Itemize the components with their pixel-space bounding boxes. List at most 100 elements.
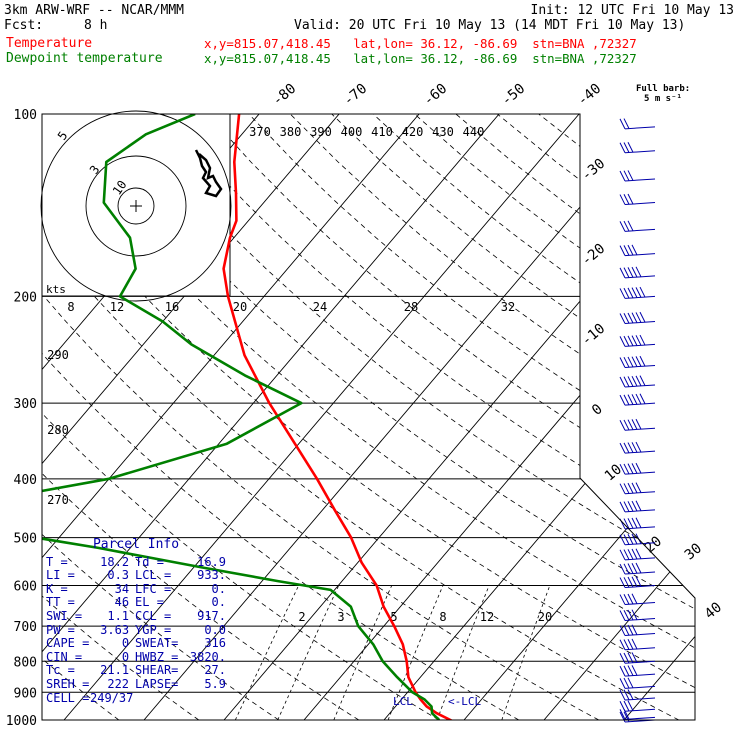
parcel-key: SWEAT= bbox=[135, 636, 179, 651]
wind-barb bbox=[619, 689, 656, 701]
dry-adiabat bbox=[372, 114, 695, 720]
wind-barb bbox=[619, 220, 656, 232]
dry-adiabat bbox=[331, 114, 695, 720]
parcel-key: YGP = bbox=[135, 622, 172, 637]
init-time: Init: 12 UTC Fri 10 May 13 bbox=[530, 3, 735, 18]
parcel-key: EL = bbox=[135, 595, 164, 610]
hodograph-ring bbox=[85, 155, 187, 257]
pressure-label-700: 700 bbox=[14, 620, 37, 635]
parcel-key: CIN = bbox=[46, 649, 83, 664]
pressure-label-600: 600 bbox=[14, 580, 37, 595]
parcel-key: TT = bbox=[46, 595, 75, 610]
dry-adiabat bbox=[621, 114, 695, 720]
isotherm bbox=[143, 114, 660, 720]
barb-note-units: 5 m s⁻¹ bbox=[644, 94, 682, 104]
wind-barb bbox=[619, 500, 656, 513]
dry-adiabat bbox=[42, 114, 695, 720]
lcl-label: LCL bbox=[393, 695, 413, 708]
wind-barb bbox=[619, 142, 656, 154]
parcel-value: 917. bbox=[197, 608, 226, 623]
parcel-row: SREH = 222 LAPSE= 5.9 bbox=[46, 676, 226, 692]
parcel-key: SHEAR= bbox=[135, 663, 179, 678]
dewpoint-location: x,y=815.07,418.45 lat,lon= 36.12, -86.69… bbox=[204, 51, 637, 66]
parcel-info-panel: Parcel Info T = 18.2 Td = 16.9 LI = 0.3 LCL = 9… bbox=[46, 538, 226, 705]
isotherm-label: -70 bbox=[341, 81, 371, 110]
isotherm-label: 10 bbox=[602, 461, 625, 484]
hodograph-ring-label: 10 bbox=[110, 178, 130, 198]
dry-adiabat bbox=[207, 114, 695, 720]
dry-adiabat bbox=[165, 114, 695, 720]
parcel-value: 0.0 bbox=[204, 622, 226, 637]
wind-barb bbox=[619, 193, 656, 206]
isotherm-label: 20 bbox=[642, 533, 665, 556]
dry-adiabat-label: 440 bbox=[463, 125, 485, 139]
wind-barb bbox=[619, 576, 656, 589]
isotherm bbox=[42, 114, 500, 720]
forecast-label: Fcst: bbox=[4, 18, 44, 33]
parcel-row: TT = 46 EL = 0. bbox=[46, 596, 226, 610]
wind-barb bbox=[619, 355, 656, 368]
pressure-label-500: 500 bbox=[14, 532, 37, 547]
parcel-row: T = 18.2 Td = 16.9 bbox=[46, 554, 226, 570]
wind-barb bbox=[619, 638, 656, 651]
wind-barb bbox=[619, 118, 656, 130]
parcel-row: SWI = 1.1 CCL = 917. bbox=[46, 608, 226, 624]
parcel-value: 0 bbox=[121, 649, 130, 664]
dry-adiabat-label: 380 bbox=[280, 125, 302, 139]
dry-adiabat bbox=[414, 114, 695, 720]
hodograph-trace bbox=[194, 149, 223, 198]
isotherm bbox=[42, 114, 420, 720]
mixing-ratio-line bbox=[277, 585, 340, 720]
plot-frame bbox=[41, 113, 696, 721]
parcel-key: LFC = bbox=[135, 581, 172, 596]
dry-adiabat bbox=[538, 114, 695, 720]
isotherm-label: -30 bbox=[579, 156, 609, 185]
forecast-hour: 8 h bbox=[84, 18, 108, 33]
mixing-ratio-line bbox=[436, 585, 490, 720]
wind-barb bbox=[619, 593, 656, 606]
hodograph-ring bbox=[117, 187, 155, 225]
isotherm bbox=[42, 114, 340, 720]
isotherm bbox=[543, 114, 695, 720]
parcel-key: LAPSE= bbox=[135, 676, 179, 691]
parcel-info-title: Parcel Info bbox=[92, 537, 180, 552]
wind-barb bbox=[619, 517, 656, 530]
temperature-location: x,y=815.07,418.45 lat,lon= 36.12, -86.69… bbox=[204, 36, 637, 51]
wind-barb bbox=[619, 700, 656, 712]
parcel-key: Td = bbox=[135, 554, 164, 569]
theta-e-label: 270 bbox=[47, 493, 69, 507]
parcel-value: 0.3 bbox=[107, 568, 130, 583]
parcel-row: CIN = 0 HWBZ = 3820. bbox=[46, 649, 226, 665]
isotherm bbox=[704, 114, 740, 720]
parcel-row: LI = 0.3 LCL = 933. bbox=[46, 569, 226, 583]
wind-barb bbox=[619, 393, 656, 406]
isotherm bbox=[223, 114, 695, 720]
isotherm bbox=[63, 114, 580, 720]
parcel-value: 0. bbox=[211, 595, 226, 610]
parcel-row: Tc = 21.1 SHEAR= 27. bbox=[46, 664, 226, 678]
wind-barb bbox=[619, 418, 656, 431]
parcel-value: 1.1 bbox=[107, 608, 130, 623]
isotherm-label: 30 bbox=[682, 540, 705, 563]
mixing-ratio-label: 12 bbox=[480, 610, 494, 624]
temperature-line bbox=[222, 114, 456, 720]
mixing-ratio-label: 2 bbox=[298, 610, 305, 624]
parcel-row: CAPE = 0 SWEAT= 316 bbox=[46, 637, 226, 651]
dry-adiabat-label: 430 bbox=[432, 125, 454, 139]
parcel-row: K = 34 LFC = 0. bbox=[46, 581, 226, 597]
parcel-key: CCL = bbox=[135, 608, 172, 623]
parcel-value: 46 bbox=[114, 595, 130, 610]
isotherm-label: -40 bbox=[575, 81, 605, 110]
parcel-value: 5.9 bbox=[204, 676, 226, 691]
lcl-pointer-label: <-LCL bbox=[448, 695, 481, 708]
wind-barb bbox=[619, 244, 656, 257]
speed-label: 24 bbox=[313, 300, 327, 314]
mixing-ratio-label: 8 bbox=[439, 610, 446, 624]
mixing-ratio-line bbox=[234, 585, 299, 720]
isotherm-label: -10 bbox=[579, 321, 609, 350]
mixing-ratio-line bbox=[501, 585, 551, 720]
parcel-row: PW = 3.63 YGP = 0.0 bbox=[46, 622, 226, 638]
dry-adiabat bbox=[42, 114, 200, 720]
valid-time: Valid: 20 UTC Fri 10 May 13 (14 MDT Fri … bbox=[294, 18, 686, 33]
